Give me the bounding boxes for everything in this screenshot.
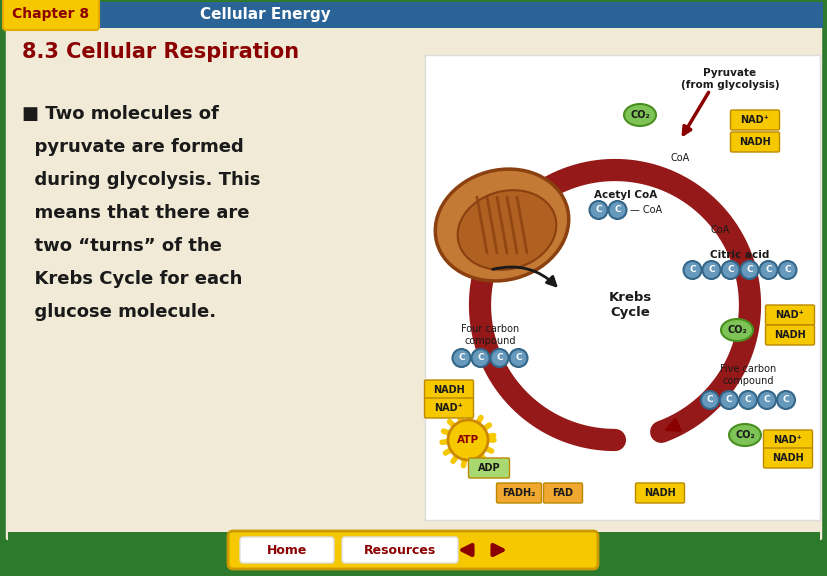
FancyBboxPatch shape — [424, 380, 473, 400]
Text: NAD⁺: NAD⁺ — [739, 115, 768, 125]
Circle shape — [720, 261, 739, 279]
Text: C: C — [724, 396, 731, 404]
Text: Acetyl CoA: Acetyl CoA — [594, 190, 657, 200]
Text: C: C — [745, 266, 752, 275]
Circle shape — [490, 349, 508, 367]
Text: C: C — [457, 354, 464, 362]
FancyBboxPatch shape — [635, 483, 684, 503]
Text: CO₂: CO₂ — [629, 110, 649, 120]
Text: Krebs Cycle for each: Krebs Cycle for each — [22, 270, 242, 288]
FancyBboxPatch shape — [424, 398, 473, 418]
Text: Cellular Energy: Cellular Energy — [200, 7, 330, 22]
Ellipse shape — [457, 190, 556, 270]
Text: glucose molecule.: glucose molecule. — [22, 303, 216, 321]
Text: C: C — [726, 266, 733, 275]
Circle shape — [700, 391, 718, 409]
Circle shape — [719, 391, 737, 409]
FancyBboxPatch shape — [765, 325, 814, 345]
FancyBboxPatch shape — [424, 55, 819, 520]
FancyBboxPatch shape — [729, 132, 778, 152]
Text: C: C — [705, 396, 712, 404]
FancyBboxPatch shape — [543, 483, 582, 503]
Text: C: C — [595, 206, 601, 214]
Text: Citric acid: Citric acid — [710, 250, 769, 260]
Circle shape — [471, 349, 489, 367]
Text: Home: Home — [266, 544, 307, 556]
Circle shape — [682, 261, 700, 279]
Text: NADH: NADH — [433, 385, 464, 395]
Text: ATP: ATP — [457, 435, 479, 445]
Text: means that there are: means that there are — [22, 204, 249, 222]
Circle shape — [739, 391, 756, 409]
FancyBboxPatch shape — [227, 531, 597, 569]
Circle shape — [701, 261, 719, 279]
FancyBboxPatch shape — [342, 537, 457, 563]
Circle shape — [777, 261, 796, 279]
Text: C: C — [495, 354, 502, 362]
Text: Chapter 8: Chapter 8 — [12, 7, 89, 21]
Text: C: C — [707, 266, 714, 275]
Ellipse shape — [720, 319, 752, 341]
Text: C: C — [614, 206, 620, 214]
Ellipse shape — [624, 104, 655, 126]
Text: C: C — [782, 396, 788, 404]
Circle shape — [758, 261, 777, 279]
Text: during glycolysis. This: during glycolysis. This — [22, 171, 261, 189]
Text: Four carbon
compound: Four carbon compound — [461, 324, 519, 346]
Text: CoA: CoA — [710, 225, 729, 235]
Text: FADH₂: FADH₂ — [502, 488, 535, 498]
Circle shape — [739, 261, 758, 279]
Text: Krebs
Cycle: Krebs Cycle — [608, 291, 651, 319]
Circle shape — [509, 349, 527, 367]
Text: ■ Two molecules of: ■ Two molecules of — [22, 105, 218, 123]
Circle shape — [608, 201, 626, 219]
FancyBboxPatch shape — [765, 305, 814, 325]
Text: — CoA: — CoA — [629, 205, 662, 215]
Text: CO₂: CO₂ — [734, 430, 754, 440]
Text: CoA: CoA — [670, 153, 689, 163]
FancyBboxPatch shape — [3, 0, 99, 30]
Text: NAD⁺: NAD⁺ — [775, 310, 804, 320]
Circle shape — [757, 391, 775, 409]
Text: NADH: NADH — [773, 330, 805, 340]
Text: NADH: NADH — [643, 488, 675, 498]
Text: C: C — [783, 266, 790, 275]
Text: FAD: FAD — [552, 488, 573, 498]
Circle shape — [452, 349, 470, 367]
FancyBboxPatch shape — [8, 532, 819, 568]
Circle shape — [589, 201, 607, 219]
Text: C: C — [764, 266, 771, 275]
FancyBboxPatch shape — [762, 430, 811, 450]
FancyBboxPatch shape — [240, 537, 333, 563]
Text: NADH: NADH — [772, 453, 803, 463]
FancyBboxPatch shape — [729, 110, 778, 130]
Text: C: C — [762, 396, 769, 404]
Text: C: C — [688, 266, 695, 275]
FancyBboxPatch shape — [55, 2, 822, 28]
FancyBboxPatch shape — [3, 23, 824, 543]
FancyBboxPatch shape — [468, 458, 509, 478]
Text: C: C — [476, 354, 483, 362]
Text: Pyruvate
(from glycolysis): Pyruvate (from glycolysis) — [680, 68, 778, 90]
Circle shape — [447, 420, 487, 460]
Ellipse shape — [728, 424, 760, 446]
Text: NAD⁺: NAD⁺ — [772, 435, 801, 445]
Text: NADH: NADH — [739, 137, 770, 147]
Text: Five carbon
compound: Five carbon compound — [719, 364, 775, 386]
FancyBboxPatch shape — [496, 483, 541, 503]
Text: C: C — [514, 354, 521, 362]
FancyBboxPatch shape — [762, 448, 811, 468]
Text: ADP: ADP — [477, 463, 500, 473]
Text: CO₂: CO₂ — [726, 325, 746, 335]
Text: C: C — [743, 396, 750, 404]
Ellipse shape — [435, 169, 568, 281]
Text: pyruvate are formed: pyruvate are formed — [22, 138, 243, 156]
Text: 8.3 Cellular Respiration: 8.3 Cellular Respiration — [22, 42, 299, 62]
Text: Resources: Resources — [363, 544, 436, 556]
Circle shape — [776, 391, 794, 409]
Text: two “turns” of the: two “turns” of the — [22, 237, 222, 255]
Text: NAD⁺: NAD⁺ — [434, 403, 463, 413]
